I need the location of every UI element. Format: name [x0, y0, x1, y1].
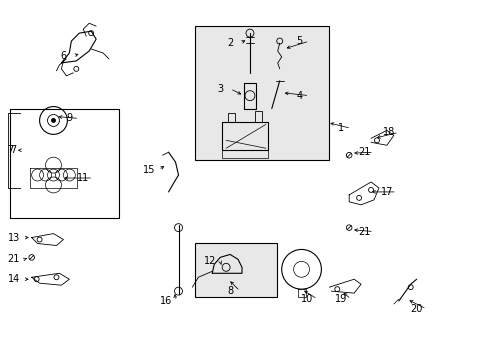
Text: 5: 5 [296, 36, 302, 46]
Text: 7: 7 [7, 145, 13, 155]
Text: 8: 8 [226, 286, 233, 296]
Bar [195, 26, 328, 160]
Text: 10: 10 [301, 294, 313, 304]
Text: 3: 3 [217, 84, 223, 94]
Text: 13: 13 [8, 233, 20, 243]
Text: 20: 20 [409, 304, 422, 314]
Text: 12: 12 [203, 256, 216, 266]
Text: 1: 1 [338, 123, 344, 134]
Text: 4: 4 [296, 91, 302, 101]
Circle shape [51, 118, 55, 122]
Bar [195, 243, 276, 297]
Text: 14: 14 [8, 274, 20, 284]
Text: 18: 18 [382, 127, 394, 138]
Text: 7: 7 [10, 145, 16, 155]
Text: 2: 2 [226, 38, 233, 48]
Text: 19: 19 [334, 294, 346, 304]
Text: 6: 6 [60, 51, 66, 61]
Text: 21: 21 [357, 147, 369, 157]
Text: 15: 15 [142, 165, 155, 175]
Text: 9: 9 [66, 113, 72, 123]
Text: 11: 11 [77, 173, 89, 183]
Text: 21: 21 [357, 226, 369, 237]
Text: 17: 17 [380, 187, 392, 197]
Bar [10, 109, 119, 218]
Text: 16: 16 [159, 296, 171, 306]
Text: 21: 21 [8, 255, 20, 264]
